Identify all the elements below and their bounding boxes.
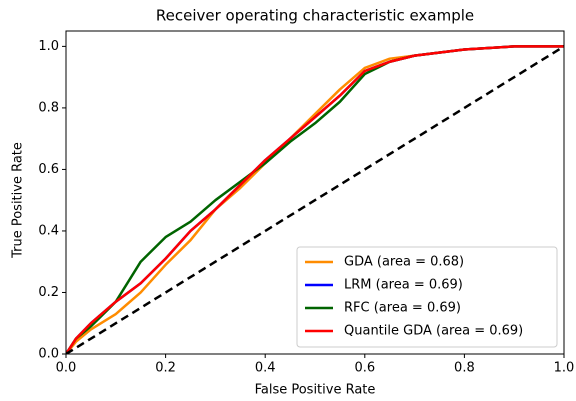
legend-label: LRM (area = 0.69) (344, 278, 463, 293)
y-tick-label: 0.2 (38, 285, 59, 300)
y-tick-label: 0.8 (38, 100, 59, 115)
x-tick-label: 0.6 (354, 361, 375, 376)
x-tick-label: 0.0 (56, 361, 77, 376)
legend-box (296, 246, 558, 348)
y-tick-label: 0.6 (38, 162, 59, 177)
x-tick-label: 0.4 (255, 361, 276, 376)
line-series (66, 45, 564, 354)
plot-frame (65, 30, 565, 355)
line-series (66, 45, 564, 354)
legend-label: RFC (area = 0.69) (344, 301, 461, 316)
y-tick-label: 0.0 (38, 347, 59, 362)
x-tick-label: 0.8 (454, 361, 475, 376)
x-tick-label: 1.0 (554, 361, 575, 376)
y-tick-label: 0.4 (38, 223, 59, 238)
legend-label: GDA (area = 0.68) (344, 255, 464, 270)
y-tick-label: 1.0 (38, 39, 59, 54)
x-tick-label: 0.2 (155, 361, 176, 376)
y-axis-label: True Positive Rate (11, 142, 26, 259)
x-axis-label: False Positive Rate (255, 383, 376, 398)
chart-title: Receiver operating characteristic exampl… (156, 7, 474, 25)
legend-label: Quantile GDA (area = 0.69) (344, 324, 523, 339)
